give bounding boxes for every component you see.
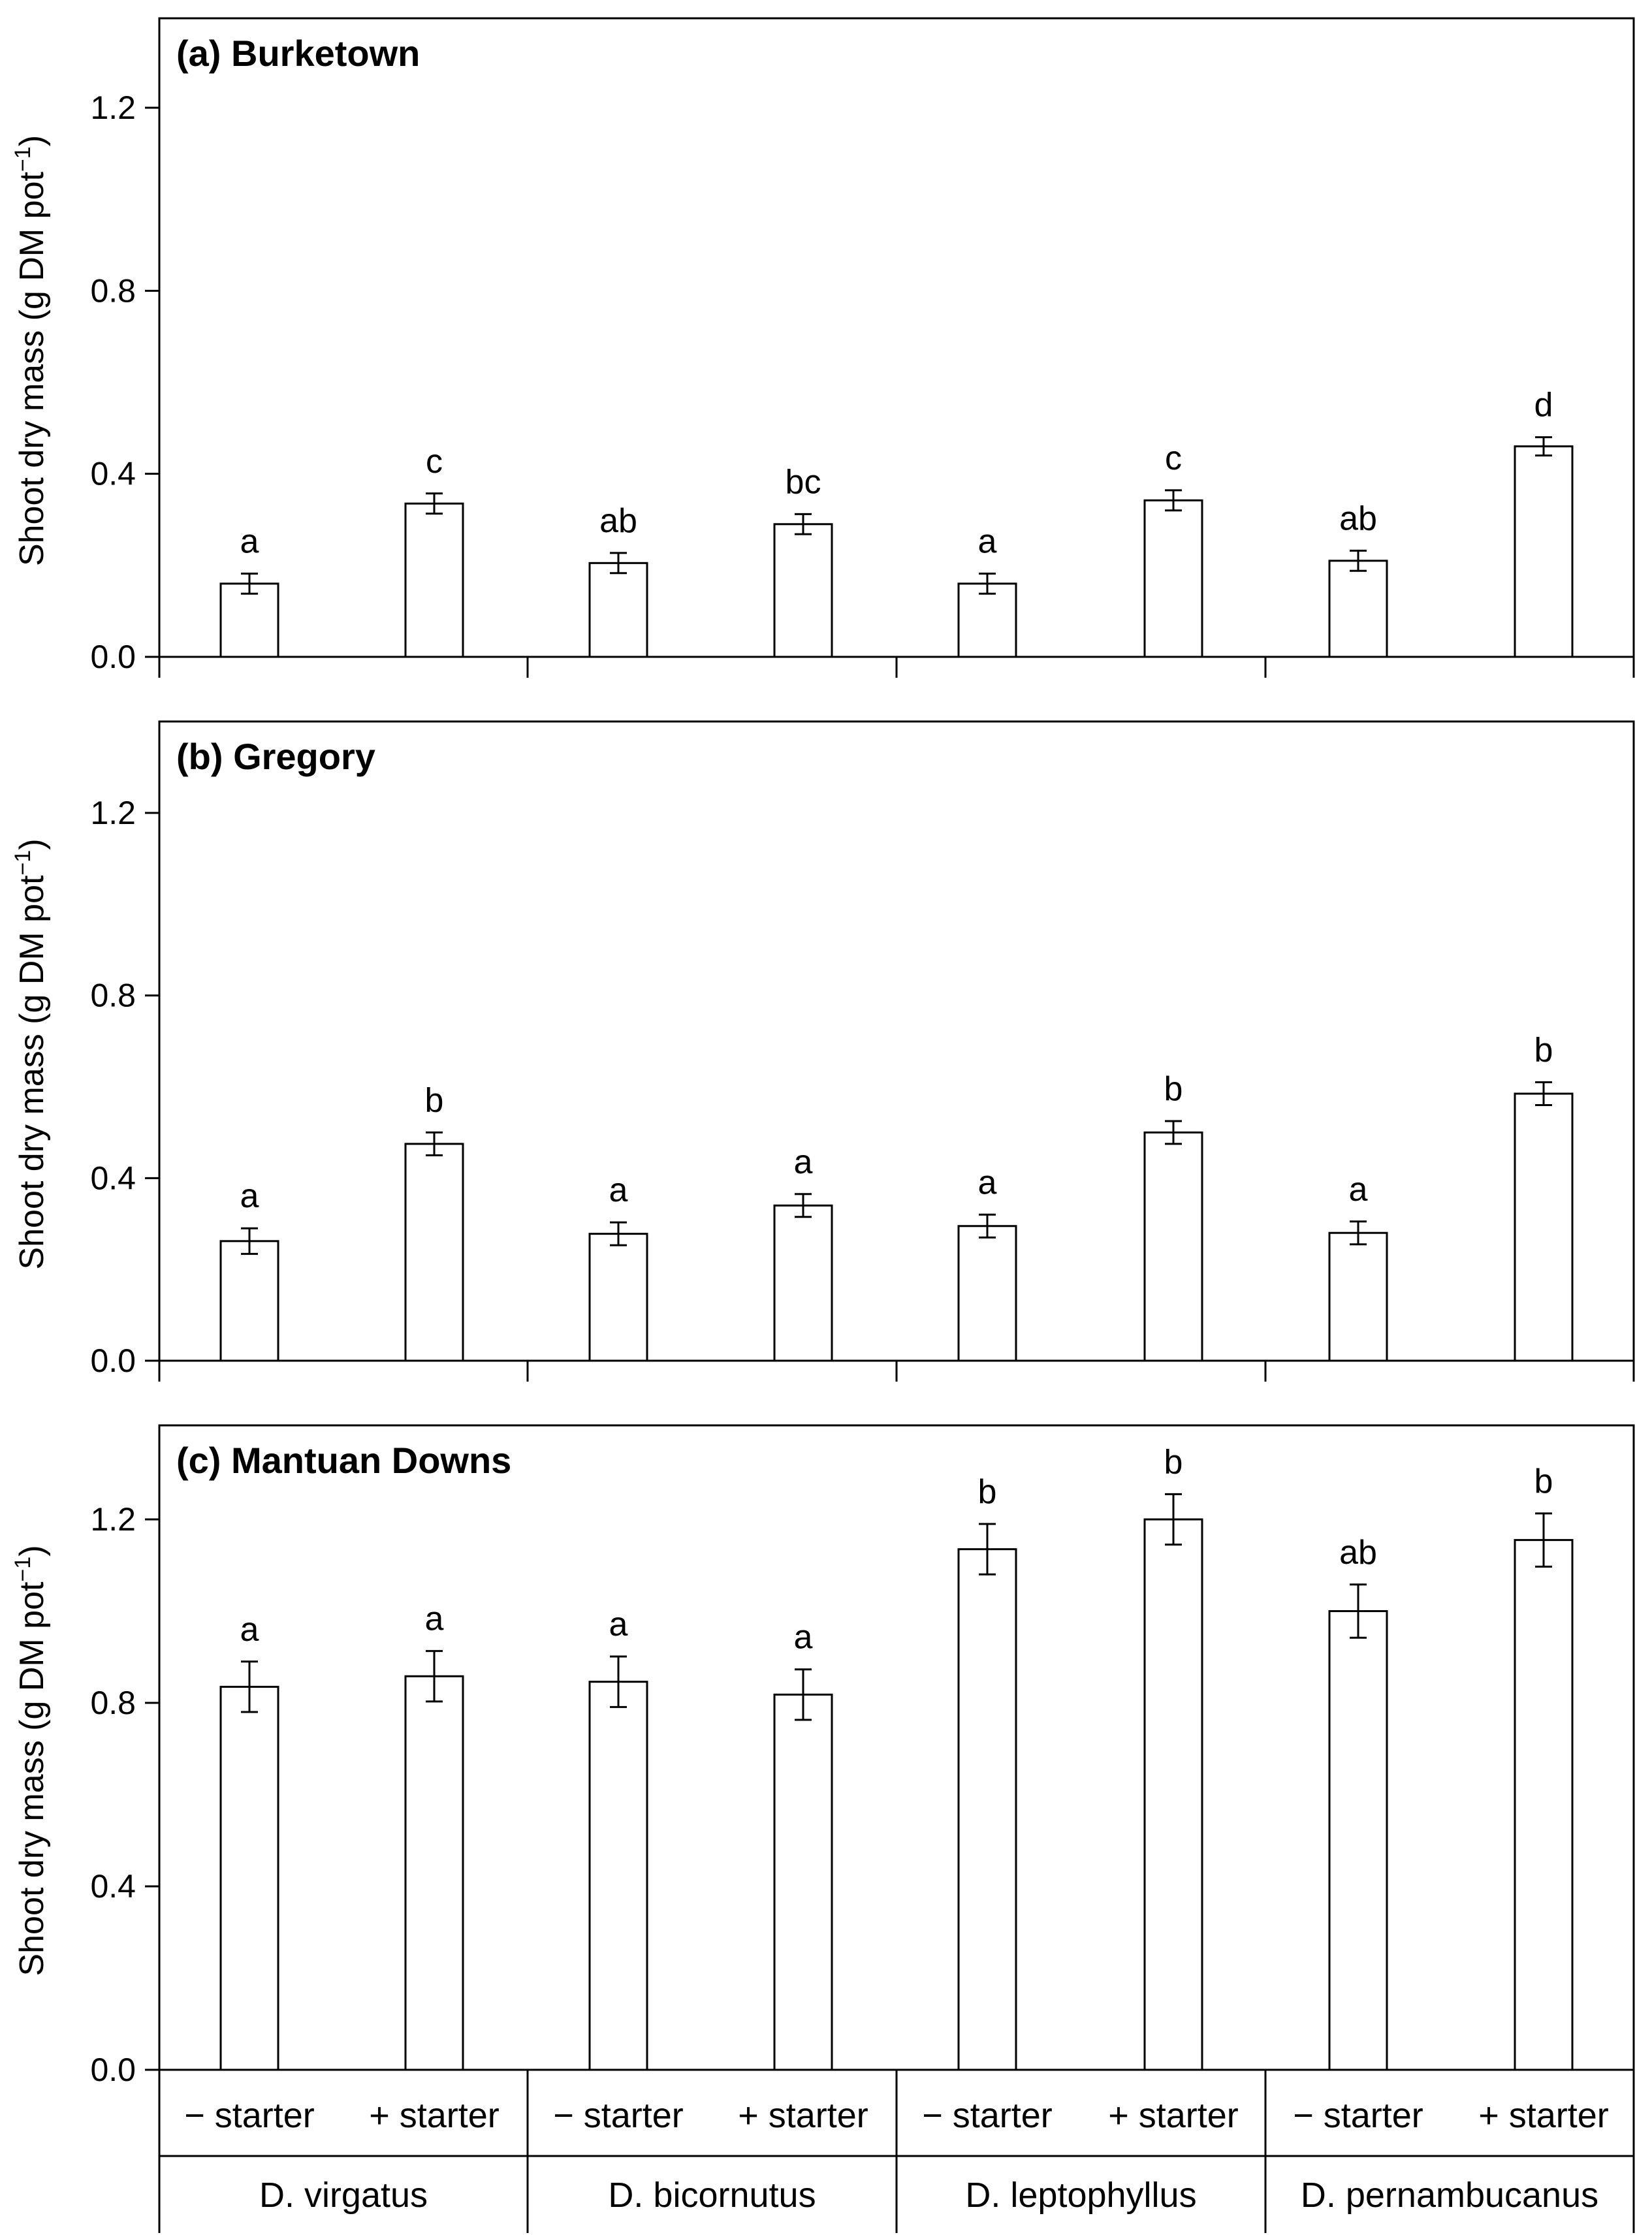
- significance-letter: b: [425, 1081, 444, 1119]
- bar: [588, 1233, 648, 1362]
- bar: [219, 1240, 279, 1362]
- plot-frame: [158, 1424, 1635, 2071]
- significance-letter: a: [978, 522, 997, 560]
- panel-1: 0.0 0.4 0.8 1.2 Shoot dry mass (g DM pot−1) (…: [10, 17, 1635, 678]
- significance-letter: b: [1164, 1443, 1183, 1481]
- bar: [404, 1143, 464, 1362]
- significance-letter: a: [240, 522, 259, 560]
- significance-letter: a: [240, 1177, 259, 1215]
- y-tick-label: 0.8: [90, 977, 136, 1014]
- category-label: − starter: [922, 2096, 1053, 2135]
- significance-letter: b: [1164, 1070, 1183, 1108]
- y-tick-label: 0.4: [90, 1160, 136, 1196]
- y-tick-label: 1.2: [90, 795, 136, 831]
- significance-letter: a: [794, 1143, 813, 1181]
- y-tick-label: 0.8: [90, 272, 136, 309]
- y-tick-label: 0.0: [90, 2052, 136, 2088]
- species-label: D. virgatus: [259, 2176, 428, 2215]
- category-label: + starter: [1108, 2096, 1239, 2135]
- significance-letter: b: [978, 1473, 997, 1511]
- bar: [1514, 1539, 1574, 2071]
- bar: [957, 1548, 1017, 2071]
- panel-title: (b) Gregory: [176, 736, 375, 777]
- species-label: D. pernambucanus: [1301, 2176, 1598, 2215]
- significance-letter: b: [1534, 1032, 1553, 1070]
- category-label: − starter: [1293, 2096, 1423, 2135]
- significance-letter: a: [609, 1606, 628, 1643]
- category-label: − starter: [553, 2096, 684, 2135]
- bar: [773, 1204, 833, 1362]
- significance-letter: ab: [1339, 499, 1377, 537]
- plot-frame: [158, 720, 1635, 1362]
- bar: [1328, 560, 1388, 658]
- significance-letter: a: [425, 1600, 444, 1638]
- y-axis-title: Shoot dry mass (g DM pot−1): [10, 838, 51, 1269]
- bar: [957, 582, 1017, 658]
- bar: [404, 502, 464, 658]
- bar: [588, 562, 648, 658]
- panel-title: (a) Burketown: [176, 33, 420, 74]
- species-label: D. bicornutus: [608, 2176, 816, 2215]
- bar: [773, 1693, 833, 2071]
- bar: [1514, 1092, 1574, 1362]
- y-tick-label: 1.2: [90, 89, 136, 126]
- bar: [219, 1685, 279, 2071]
- bar: [957, 1225, 1017, 1362]
- category-label: + starter: [738, 2096, 868, 2135]
- bar: [773, 523, 833, 658]
- bar: [1328, 1231, 1388, 1362]
- significance-letter: ab: [599, 502, 637, 540]
- panel-2: 0.0 0.4 0.8 1.2 Shoot dry mass (g DM pot−1) (…: [10, 720, 1635, 1382]
- category-label: + starter: [369, 2096, 500, 2135]
- bar: [1328, 1610, 1388, 2071]
- y-tick-label: 0.8: [90, 1685, 136, 1721]
- y-axis-title: Shoot dry mass (g DM pot−1): [10, 135, 51, 566]
- y-tick-label: 1.2: [90, 1501, 136, 1538]
- significance-letter: bc: [786, 463, 821, 501]
- significance-letter: a: [609, 1171, 628, 1209]
- bar: [404, 1675, 464, 2071]
- plot-frame: [158, 17, 1635, 658]
- y-axis-title: Shoot dry mass (g DM pot−1): [10, 1545, 51, 1976]
- significance-letter: b: [1534, 1463, 1553, 1500]
- bar: [1143, 1131, 1203, 1362]
- bar: [1143, 499, 1203, 658]
- species-label: D. leptophyllus: [965, 2176, 1196, 2215]
- y-tick-label: 0.4: [90, 456, 136, 492]
- panel-title: (c) Mantuan Downs: [176, 1440, 511, 1481]
- bar: [1514, 445, 1574, 658]
- significance-letter: a: [978, 1164, 997, 1201]
- panel-3: 0.0 0.4 0.8 1.2 Shoot dry mass (g DM pot−1) (…: [10, 1424, 1635, 2091]
- significance-letter: a: [794, 1619, 813, 1656]
- significance-letter: a: [1349, 1171, 1368, 1209]
- significance-letter: ab: [1339, 1534, 1377, 1572]
- y-tick-label: 0.4: [90, 1868, 136, 1905]
- significance-letter: c: [1165, 439, 1182, 477]
- x-category-table: − starter + starter − starter + starter − st…: [158, 2070, 1635, 2233]
- y-tick-label: 0.0: [90, 639, 136, 675]
- significance-letter: a: [240, 1611, 259, 1649]
- bar: [1143, 1518, 1203, 2071]
- bar: [588, 1681, 648, 2071]
- y-tick-label: 0.0: [90, 1342, 136, 1379]
- category-label: + starter: [1478, 2096, 1609, 2135]
- category-label: − starter: [184, 2096, 315, 2135]
- significance-letter: d: [1534, 387, 1553, 424]
- significance-letter: c: [426, 443, 443, 481]
